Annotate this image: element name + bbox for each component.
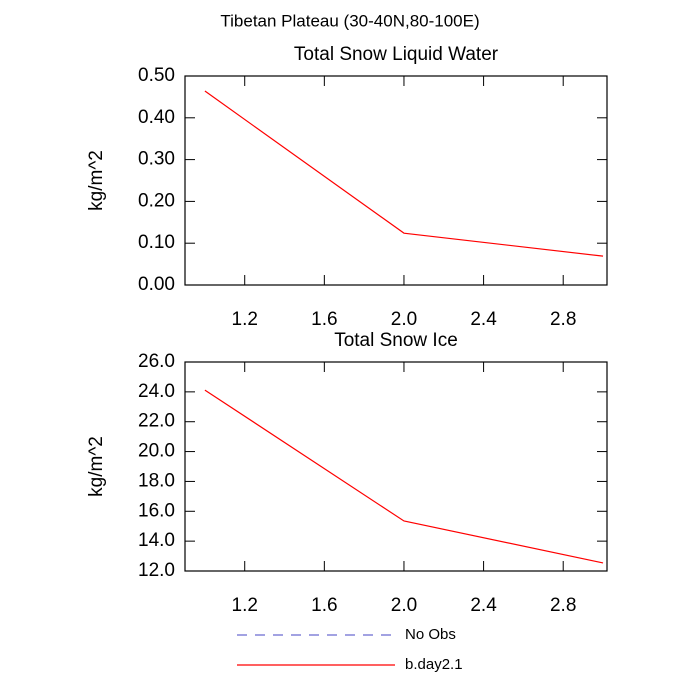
y-tick-label: 22.0	[138, 411, 175, 432]
x-tick-label: 1.6	[311, 595, 337, 616]
legend-label: No Obs	[405, 626, 456, 643]
x-tick-label: 2.0	[391, 309, 417, 330]
y-tick-label: 18.0	[138, 470, 175, 491]
chart-title: Total Snow Ice	[334, 330, 458, 351]
chart-title: Total Snow Liquid Water	[294, 44, 499, 65]
y-tick-label: 20.0	[138, 441, 175, 462]
data-line	[204, 90, 604, 257]
plot-frame	[184, 75, 608, 286]
x-tick-label: 2.8	[550, 309, 576, 330]
x-tick-label: 1.2	[232, 309, 258, 330]
figure-title: Tibetan Plateau (30-40N,80-100E)	[220, 11, 479, 30]
y-tick-label: 0.40	[138, 107, 175, 128]
x-tick-label: 2.0	[391, 595, 417, 616]
y-axis-label: kg/m^2	[86, 436, 107, 497]
data-line	[204, 389, 604, 564]
y-tick-label: 16.0	[138, 500, 175, 521]
y-tick-label: 14.0	[138, 530, 175, 551]
x-tick-label: 1.2	[232, 595, 258, 616]
y-tick-label: 0.10	[138, 232, 175, 253]
x-tick-label: 1.6	[311, 309, 337, 330]
y-tick-label: 0.20	[138, 190, 175, 211]
y-tick-label: 0.30	[138, 149, 175, 170]
y-axis-label: kg/m^2	[86, 150, 107, 211]
y-tick-label: 0.00	[138, 274, 175, 295]
x-tick-label: 2.8	[550, 595, 576, 616]
y-tick-label: 24.0	[138, 381, 175, 402]
plot-frame	[184, 361, 608, 572]
x-tick-label: 2.4	[470, 309, 497, 330]
y-tick-label: 26.0	[138, 351, 175, 372]
y-tick-label: 0.50	[138, 65, 175, 86]
y-tick-label: 12.0	[138, 560, 175, 581]
legend-label: b.day2.1	[405, 656, 463, 673]
x-tick-label: 2.4	[470, 595, 497, 616]
